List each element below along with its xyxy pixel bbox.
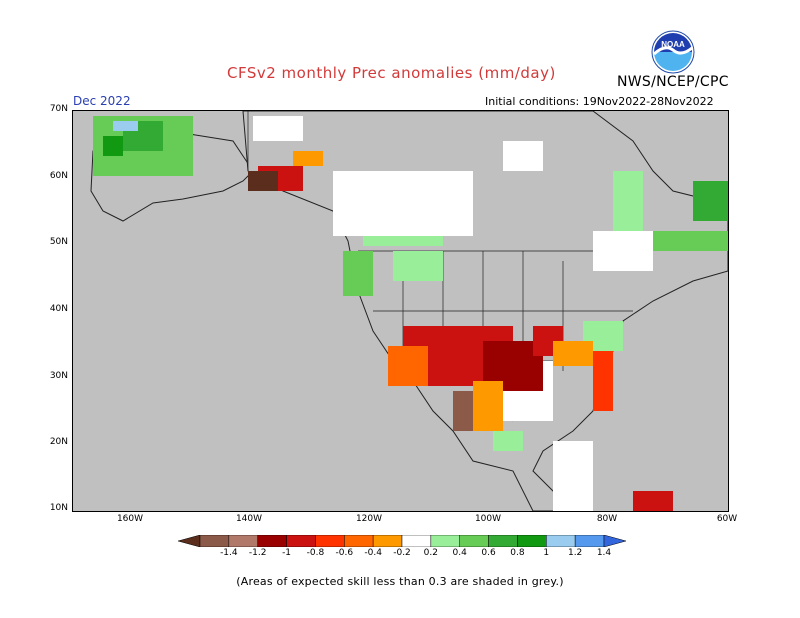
- lat-label: 20N: [49, 437, 68, 447]
- lon-label: 100W: [474, 514, 502, 524]
- legend-swatch: [401, 535, 432, 547]
- legend-tick-label: 1: [543, 548, 550, 558]
- legend-tick-label: 1.4: [596, 548, 612, 558]
- lon-label: 80W: [596, 514, 618, 524]
- lon-label: 120W: [355, 514, 383, 524]
- legend-swatch: [546, 535, 576, 547]
- initial-conditions: Initial conditions: 19Nov2022-28Nov2022: [485, 95, 714, 108]
- footnote: (Areas of expected skill less than 0.3 a…: [236, 575, 564, 588]
- lat-label: 30N: [49, 371, 68, 381]
- noaa-logo-text: NOAA: [661, 40, 685, 49]
- lon-label: 140W: [235, 514, 263, 524]
- noaa-logo: NOAA: [651, 30, 695, 74]
- lon-label: 60W: [716, 514, 738, 524]
- lat-label: 40N: [49, 304, 68, 314]
- legend-swatch: [603, 535, 626, 547]
- lon-label: 160W: [116, 514, 144, 524]
- lat-label: 50N: [49, 237, 68, 247]
- lat-label: 70N: [49, 104, 68, 114]
- forecast-month: Dec 2022: [73, 94, 131, 108]
- legend-swatch: [430, 535, 460, 547]
- legend-tick-label: 0.4: [452, 548, 467, 558]
- legend-swatch: [315, 535, 345, 547]
- legend-tick-label: -1: [282, 548, 292, 558]
- legend-swatch: [574, 535, 605, 547]
- legend-swatch: [199, 535, 230, 547]
- legend-tick-label: 0.2: [423, 548, 438, 558]
- lat-label: 60N: [49, 171, 68, 181]
- legend-swatch: [257, 535, 287, 547]
- legend-tick-label: -0.4: [364, 548, 382, 558]
- legend-tick-label: 0.6: [481, 548, 496, 558]
- legend-tick-label: -0.2: [393, 548, 411, 558]
- legend-tick-label: -1.2: [248, 548, 267, 558]
- color-legend: [178, 535, 626, 547]
- lat-label: 10N: [49, 503, 68, 513]
- legend-swatch: [488, 535, 518, 547]
- legend-tick-label: 0.8: [510, 548, 525, 558]
- legend-swatch: [459, 535, 489, 547]
- dry-regions: [248, 151, 673, 511]
- legend-swatch: [372, 535, 403, 547]
- legend-swatch: [178, 535, 201, 547]
- legend-swatch: [517, 535, 547, 547]
- agency-label: NWS/NCEP/CPC: [617, 74, 729, 90]
- legend-tick-label: 1.2: [567, 548, 583, 558]
- legend-swatch: [286, 535, 316, 547]
- legend-swatch: [228, 535, 258, 547]
- wet-regions: [93, 116, 728, 451]
- legend-tick-label: -0.6: [335, 548, 354, 558]
- legend-colorbar: [178, 535, 626, 547]
- legend-tick-label: -1.4: [220, 548, 238, 558]
- legend-swatch: [344, 535, 374, 547]
- chart-title: CFSv2 monthly Prec anomalies (mm/day): [227, 64, 556, 82]
- legend-tick-label: -0.8: [306, 548, 325, 558]
- map-panel: [72, 110, 729, 512]
- map-svg: [90, 111, 728, 511]
